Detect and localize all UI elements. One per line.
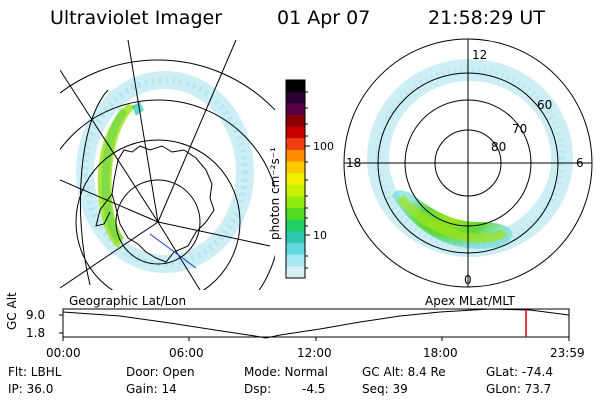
gain-info: Gain: 14 (126, 382, 177, 396)
mlat-label-60: 60 (537, 98, 552, 112)
timeline-ytick-low: 1.8 (26, 326, 46, 340)
door-info: Door: Open (126, 365, 195, 379)
seq-info: Seq: 39 (362, 382, 408, 396)
latitude-grid (60, 59, 275, 290)
altitude-curve (62, 308, 570, 339)
color-bar: 100 10 photon cm⁻²s⁻¹ (268, 79, 334, 279)
colorbar-cell (286, 138, 305, 151)
glat-info: GLat: -74.4 (486, 365, 553, 379)
colorbar-cell (286, 184, 305, 198)
mlt-label-6: 6 (576, 156, 584, 170)
mlt-label-18: 18 (346, 156, 361, 170)
time-label: 21:58:29 UT (428, 7, 545, 29)
colorbar-cell (286, 126, 305, 139)
timeline-xtick-1800: 18:00 (423, 346, 458, 360)
longitude-grid (60, 40, 271, 290)
colorbar-cell (286, 91, 305, 104)
ip-info: IP: 36.0 (8, 382, 54, 396)
timeline-yaxis-label: GC Alt (5, 292, 19, 330)
geographic-caption: Geographic Lat/Lon (69, 294, 187, 308)
colorbar-cell (286, 219, 305, 233)
filter-info: Flt: LBHL (8, 365, 62, 379)
timeline-xtick-1200: 12:00 (297, 346, 332, 360)
mode-info: Mode: Normal (244, 365, 328, 379)
orbit-altitude-timeline (59, 308, 570, 341)
timeline-ytick-high: 9.0 (26, 308, 46, 322)
colorbar-cell (286, 243, 305, 256)
mlt-label-12: 12 (472, 48, 487, 62)
apex-caption: Apex MLat/MLT (425, 294, 515, 308)
geographic-map (60, 40, 275, 290)
timeline-xtick-2359: 23:59 (550, 346, 585, 360)
dsp-value: -4.5 (302, 382, 326, 396)
instrument-title: Ultraviolet Imager (50, 7, 223, 29)
colorbar-cell (286, 231, 305, 244)
gc-alt-info: GC Alt: 8.4 Re (362, 365, 446, 379)
colorbar-cell (286, 161, 305, 174)
timeline-xtick-0600: 06:00 (169, 346, 204, 360)
date-label: 01 Apr 07 (277, 7, 371, 29)
dsp-label: Dsp: (244, 382, 272, 396)
sun-direction-line (149, 233, 197, 269)
timeline-xtick-0000: 00:00 (46, 346, 81, 360)
colorbar-cell (286, 266, 305, 279)
mlat-label-80: 80 (491, 140, 506, 154)
colorbar-cell (286, 173, 305, 186)
colorbar-cell (286, 208, 305, 221)
colorbar-tick-100: 100 (313, 140, 334, 153)
colorbar-cell (286, 80, 305, 93)
colorbar-cell (286, 254, 305, 267)
mlat-label-70: 70 (512, 122, 527, 136)
mlt-label-0: 0 (464, 273, 472, 287)
colorbar-unit-label: photon cm⁻²s⁻¹ (268, 147, 282, 240)
colorbar-cell (286, 196, 305, 209)
mlat-grid (343, 38, 593, 288)
magnetic-polar-map: 12 18 6 0 60 70 80 (343, 38, 593, 288)
continent-outline (111, 145, 215, 263)
glon-info: GLon: 73.7 (486, 382, 552, 396)
colorbar-cell (286, 114, 305, 128)
colorbar-cell (286, 103, 305, 116)
colorbar-tick-10: 10 (313, 229, 327, 242)
colorbar-cell (286, 149, 305, 163)
